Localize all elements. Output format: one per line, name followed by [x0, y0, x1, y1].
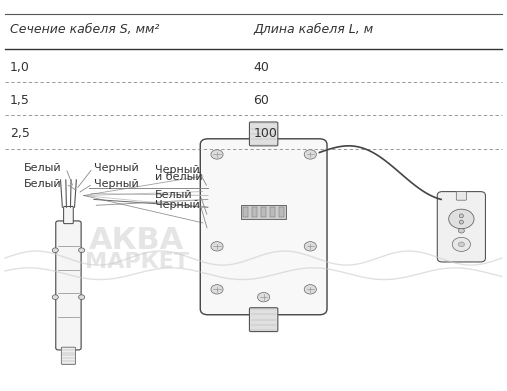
Text: 100: 100	[254, 127, 277, 140]
Circle shape	[52, 248, 58, 253]
Bar	[241, 205, 286, 219]
Circle shape	[79, 295, 85, 300]
FancyBboxPatch shape	[249, 308, 278, 332]
Text: 2,5: 2,5	[10, 127, 30, 140]
Text: Белый: Белый	[155, 190, 192, 201]
Text: Длина кабеля L, м: Длина кабеля L, м	[254, 23, 374, 36]
Bar	[279, 207, 284, 217]
Circle shape	[79, 248, 85, 253]
FancyBboxPatch shape	[56, 221, 81, 350]
Ellipse shape	[459, 214, 463, 218]
Circle shape	[304, 242, 316, 251]
Text: Белый: Белый	[24, 163, 62, 173]
Text: АКВА: АКВА	[89, 226, 185, 255]
FancyBboxPatch shape	[61, 347, 76, 364]
Circle shape	[211, 242, 223, 251]
FancyBboxPatch shape	[200, 139, 327, 315]
FancyBboxPatch shape	[64, 206, 73, 224]
FancyBboxPatch shape	[437, 192, 486, 262]
Circle shape	[258, 292, 270, 302]
Text: Черный: Черный	[94, 179, 138, 189]
Circle shape	[449, 209, 474, 229]
Circle shape	[211, 285, 223, 294]
Text: Черный: Черный	[155, 200, 199, 210]
Ellipse shape	[459, 220, 463, 224]
Text: 1,5: 1,5	[10, 94, 30, 107]
FancyBboxPatch shape	[456, 192, 466, 200]
Text: 1,0: 1,0	[10, 61, 30, 74]
Text: Черный: Черный	[155, 165, 199, 175]
Text: Сечение кабеля S, мм²: Сечение кабеля S, мм²	[10, 23, 160, 36]
Circle shape	[52, 295, 58, 300]
Text: МАРКЕТ: МАРКЕТ	[85, 252, 189, 272]
Text: 60: 60	[254, 94, 269, 107]
Bar	[252, 207, 258, 217]
Circle shape	[458, 242, 464, 247]
Circle shape	[452, 237, 470, 251]
Bar	[243, 207, 248, 217]
Text: Белый: Белый	[24, 179, 62, 189]
FancyBboxPatch shape	[249, 122, 278, 146]
Circle shape	[304, 150, 316, 159]
Circle shape	[211, 150, 223, 159]
Circle shape	[458, 228, 464, 233]
Text: Черный: Черный	[94, 163, 138, 173]
Circle shape	[304, 285, 316, 294]
Bar	[270, 207, 275, 217]
Text: 40: 40	[254, 61, 269, 74]
Text: и белый: и белый	[155, 172, 202, 182]
Bar	[261, 207, 266, 217]
